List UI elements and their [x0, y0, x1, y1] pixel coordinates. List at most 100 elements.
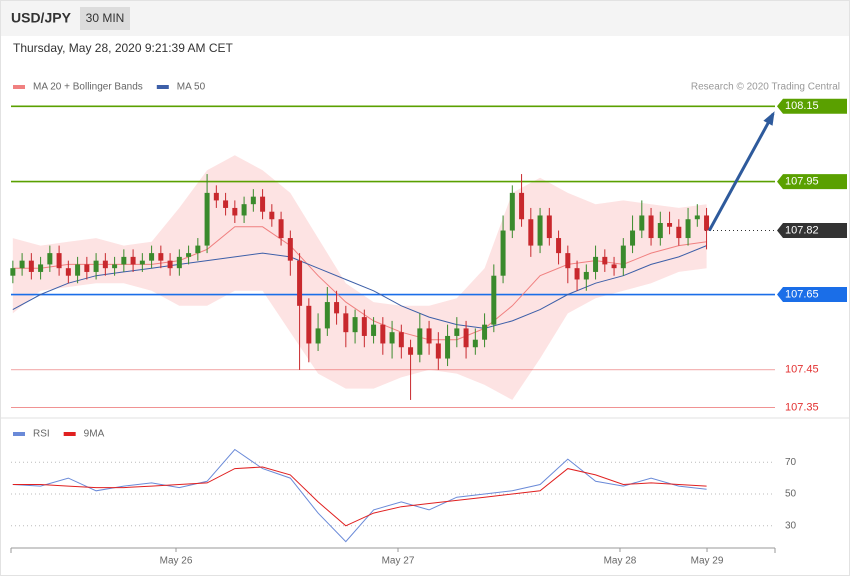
candle-body	[139, 260, 145, 265]
interval: 30 MIN	[86, 11, 125, 25]
candle-body	[65, 268, 71, 276]
candle-body	[204, 192, 210, 246]
interval-badge	[80, 7, 130, 30]
candle-body	[528, 219, 534, 246]
arrow-head	[763, 111, 775, 126]
y-tick-label: 70	[785, 457, 797, 468]
candle-body	[75, 264, 81, 276]
candle-body	[380, 324, 386, 344]
candle-body	[112, 264, 118, 269]
candle-body	[546, 215, 552, 239]
candle-body	[565, 253, 571, 269]
candle-body	[426, 328, 432, 344]
candle-body	[84, 264, 90, 272]
candle-body	[343, 313, 349, 333]
candle-body	[398, 332, 404, 348]
candle-body	[241, 204, 247, 216]
candle-body	[232, 207, 238, 216]
x-tick-label: May 29	[691, 556, 724, 567]
candle-body	[583, 271, 589, 280]
candle-body	[93, 260, 99, 272]
candle-body	[306, 305, 312, 344]
candle-body	[509, 192, 515, 231]
legend-label: MA 50	[177, 82, 206, 93]
legend-swatch	[13, 432, 25, 436]
candle-body	[389, 332, 395, 344]
candle-body	[28, 260, 34, 272]
candle-body	[445, 335, 451, 359]
legend-label: MA 20 + Bollinger Bands	[33, 82, 143, 93]
legend-label: RSI	[33, 429, 50, 440]
candle-body	[519, 192, 525, 220]
credit: Research © 2020 Trading Central	[691, 82, 840, 93]
candle-body	[620, 245, 626, 269]
ma-line	[12, 226, 707, 341]
candle-body	[130, 256, 136, 265]
symbol: USD/JPY	[11, 10, 72, 26]
candle-body	[667, 223, 673, 227]
candle-body	[630, 230, 636, 246]
level-tag	[777, 287, 847, 303]
x-tick-label: May 28	[604, 556, 637, 567]
candle-body	[352, 317, 358, 333]
candle-body	[315, 328, 321, 344]
candle-body	[334, 302, 340, 314]
bollinger-band	[12, 155, 707, 400]
legend-swatch	[63, 432, 76, 436]
candle-body	[297, 260, 303, 306]
ma-line	[12, 245, 707, 329]
candle-body	[149, 253, 155, 261]
timestamp: Thursday, May 28, 2020 9:21:39 AM CET	[13, 41, 234, 55]
x-tick-label: May 27	[382, 556, 415, 567]
candle-body	[167, 260, 173, 269]
candle-body	[213, 192, 219, 201]
candle-body	[56, 253, 62, 269]
candle-body	[704, 215, 710, 231]
candle-body	[648, 215, 654, 239]
candle-body	[574, 268, 580, 280]
candle-body	[361, 317, 367, 336]
candle-body	[593, 256, 599, 272]
indicator-line	[12, 466, 707, 527]
candle-body	[491, 275, 497, 325]
candle-body	[19, 260, 25, 269]
x-tick-label: May 26	[160, 556, 193, 567]
level-label: 107.95	[785, 175, 819, 187]
level-label: 108.15	[785, 100, 819, 112]
candle-body	[537, 215, 543, 246]
indicator-line	[12, 448, 707, 543]
candle-body	[176, 256, 182, 269]
candle-body	[676, 226, 682, 239]
candle-body	[408, 347, 414, 355]
candle-body	[269, 211, 275, 220]
legend-swatch	[13, 85, 25, 89]
candle-body	[47, 253, 53, 265]
candle-body	[186, 253, 192, 257]
level-label: 107.45	[785, 364, 819, 376]
candle-body	[121, 256, 127, 265]
level-tag	[777, 98, 847, 114]
candle-body	[602, 256, 608, 265]
candle-body	[223, 200, 229, 208]
candle-body	[657, 223, 663, 239]
level-tag	[777, 223, 847, 239]
projection-arrow	[708, 113, 775, 232]
level-label: 107.35	[785, 401, 819, 413]
candle-body	[694, 215, 700, 220]
candle-body	[260, 196, 266, 212]
level-label: 107.82	[785, 224, 819, 236]
candle-body	[195, 245, 201, 254]
candle-body	[417, 328, 423, 355]
candle-body	[250, 196, 256, 205]
level-tag	[777, 174, 847, 190]
candle-body	[278, 219, 284, 239]
candle-body	[435, 343, 441, 359]
candle-body	[463, 328, 469, 348]
legend-label: 9MA	[84, 429, 105, 440]
candle-body	[10, 268, 16, 276]
y-tick-label: 30	[785, 520, 797, 531]
candle-body	[556, 238, 562, 254]
candle-body	[287, 238, 293, 261]
